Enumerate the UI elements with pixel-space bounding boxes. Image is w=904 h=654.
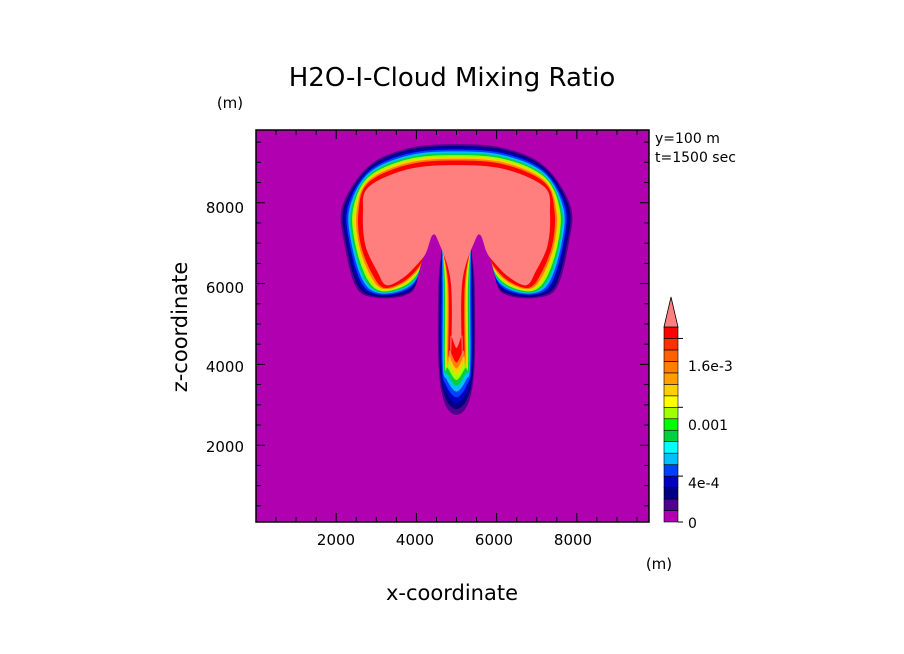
colorbar-segment xyxy=(663,429,679,443)
y-axis-label: z-coordinate xyxy=(168,262,192,393)
y-unit-label: (m) xyxy=(217,94,243,112)
x-tick-label-8000: 8000 xyxy=(554,531,592,549)
colorbar-segment xyxy=(663,464,679,477)
y-tick-label-2000: 2000 xyxy=(206,438,244,456)
colorbar-tick-label-0.001: 0.001 xyxy=(688,418,728,434)
colorbar-segment xyxy=(663,498,679,511)
colorbar-tick-label-4e-4: 4e-4 xyxy=(688,476,720,492)
x-tick-label-2000: 2000 xyxy=(317,531,355,549)
colorbar-segment xyxy=(663,372,679,385)
colorbar-segment xyxy=(663,349,679,362)
colorbar-segment xyxy=(663,452,679,465)
y-tick-label-8000: 8000 xyxy=(206,199,244,217)
x-tick-label-6000: 6000 xyxy=(475,531,513,549)
x-unit-label: (m) xyxy=(646,555,672,573)
y-tick-label-6000: 6000 xyxy=(206,279,244,297)
x-axis-label: x-coordinate xyxy=(386,581,518,605)
colorbar-segment xyxy=(663,384,679,397)
annotation-y-position: y=100 m xyxy=(655,131,720,147)
plot-frame xyxy=(255,129,650,523)
colorbar-segment xyxy=(663,475,679,488)
colorbar-tick-label-0: 0 xyxy=(688,516,697,532)
chart-title: H2O-I-Cloud Mixing Ratio xyxy=(289,63,616,93)
colorbar xyxy=(663,296,683,523)
y-tick-label-4000: 4000 xyxy=(206,358,244,376)
colorbar-segment xyxy=(663,441,679,454)
colorbar-segment xyxy=(663,418,679,431)
colorbar-segment xyxy=(663,406,679,420)
cloud-field xyxy=(340,144,573,415)
colorbar-segment xyxy=(663,326,679,339)
axis-ticks xyxy=(256,130,649,522)
colorbar-segment xyxy=(663,510,679,523)
colorbar-segment xyxy=(663,395,679,408)
colorbar-segment xyxy=(663,361,679,374)
cloud-contour-band xyxy=(362,165,551,366)
x-tick-label-4000: 4000 xyxy=(396,531,434,549)
annotation-time: t=1500 sec xyxy=(655,150,736,166)
colorbar-tick-label-1.6e-3: 1.6e-3 xyxy=(688,359,733,375)
colorbar-segment xyxy=(663,487,679,500)
colorbar-segment xyxy=(663,338,679,351)
colorbar-extend-arrow xyxy=(663,296,679,328)
